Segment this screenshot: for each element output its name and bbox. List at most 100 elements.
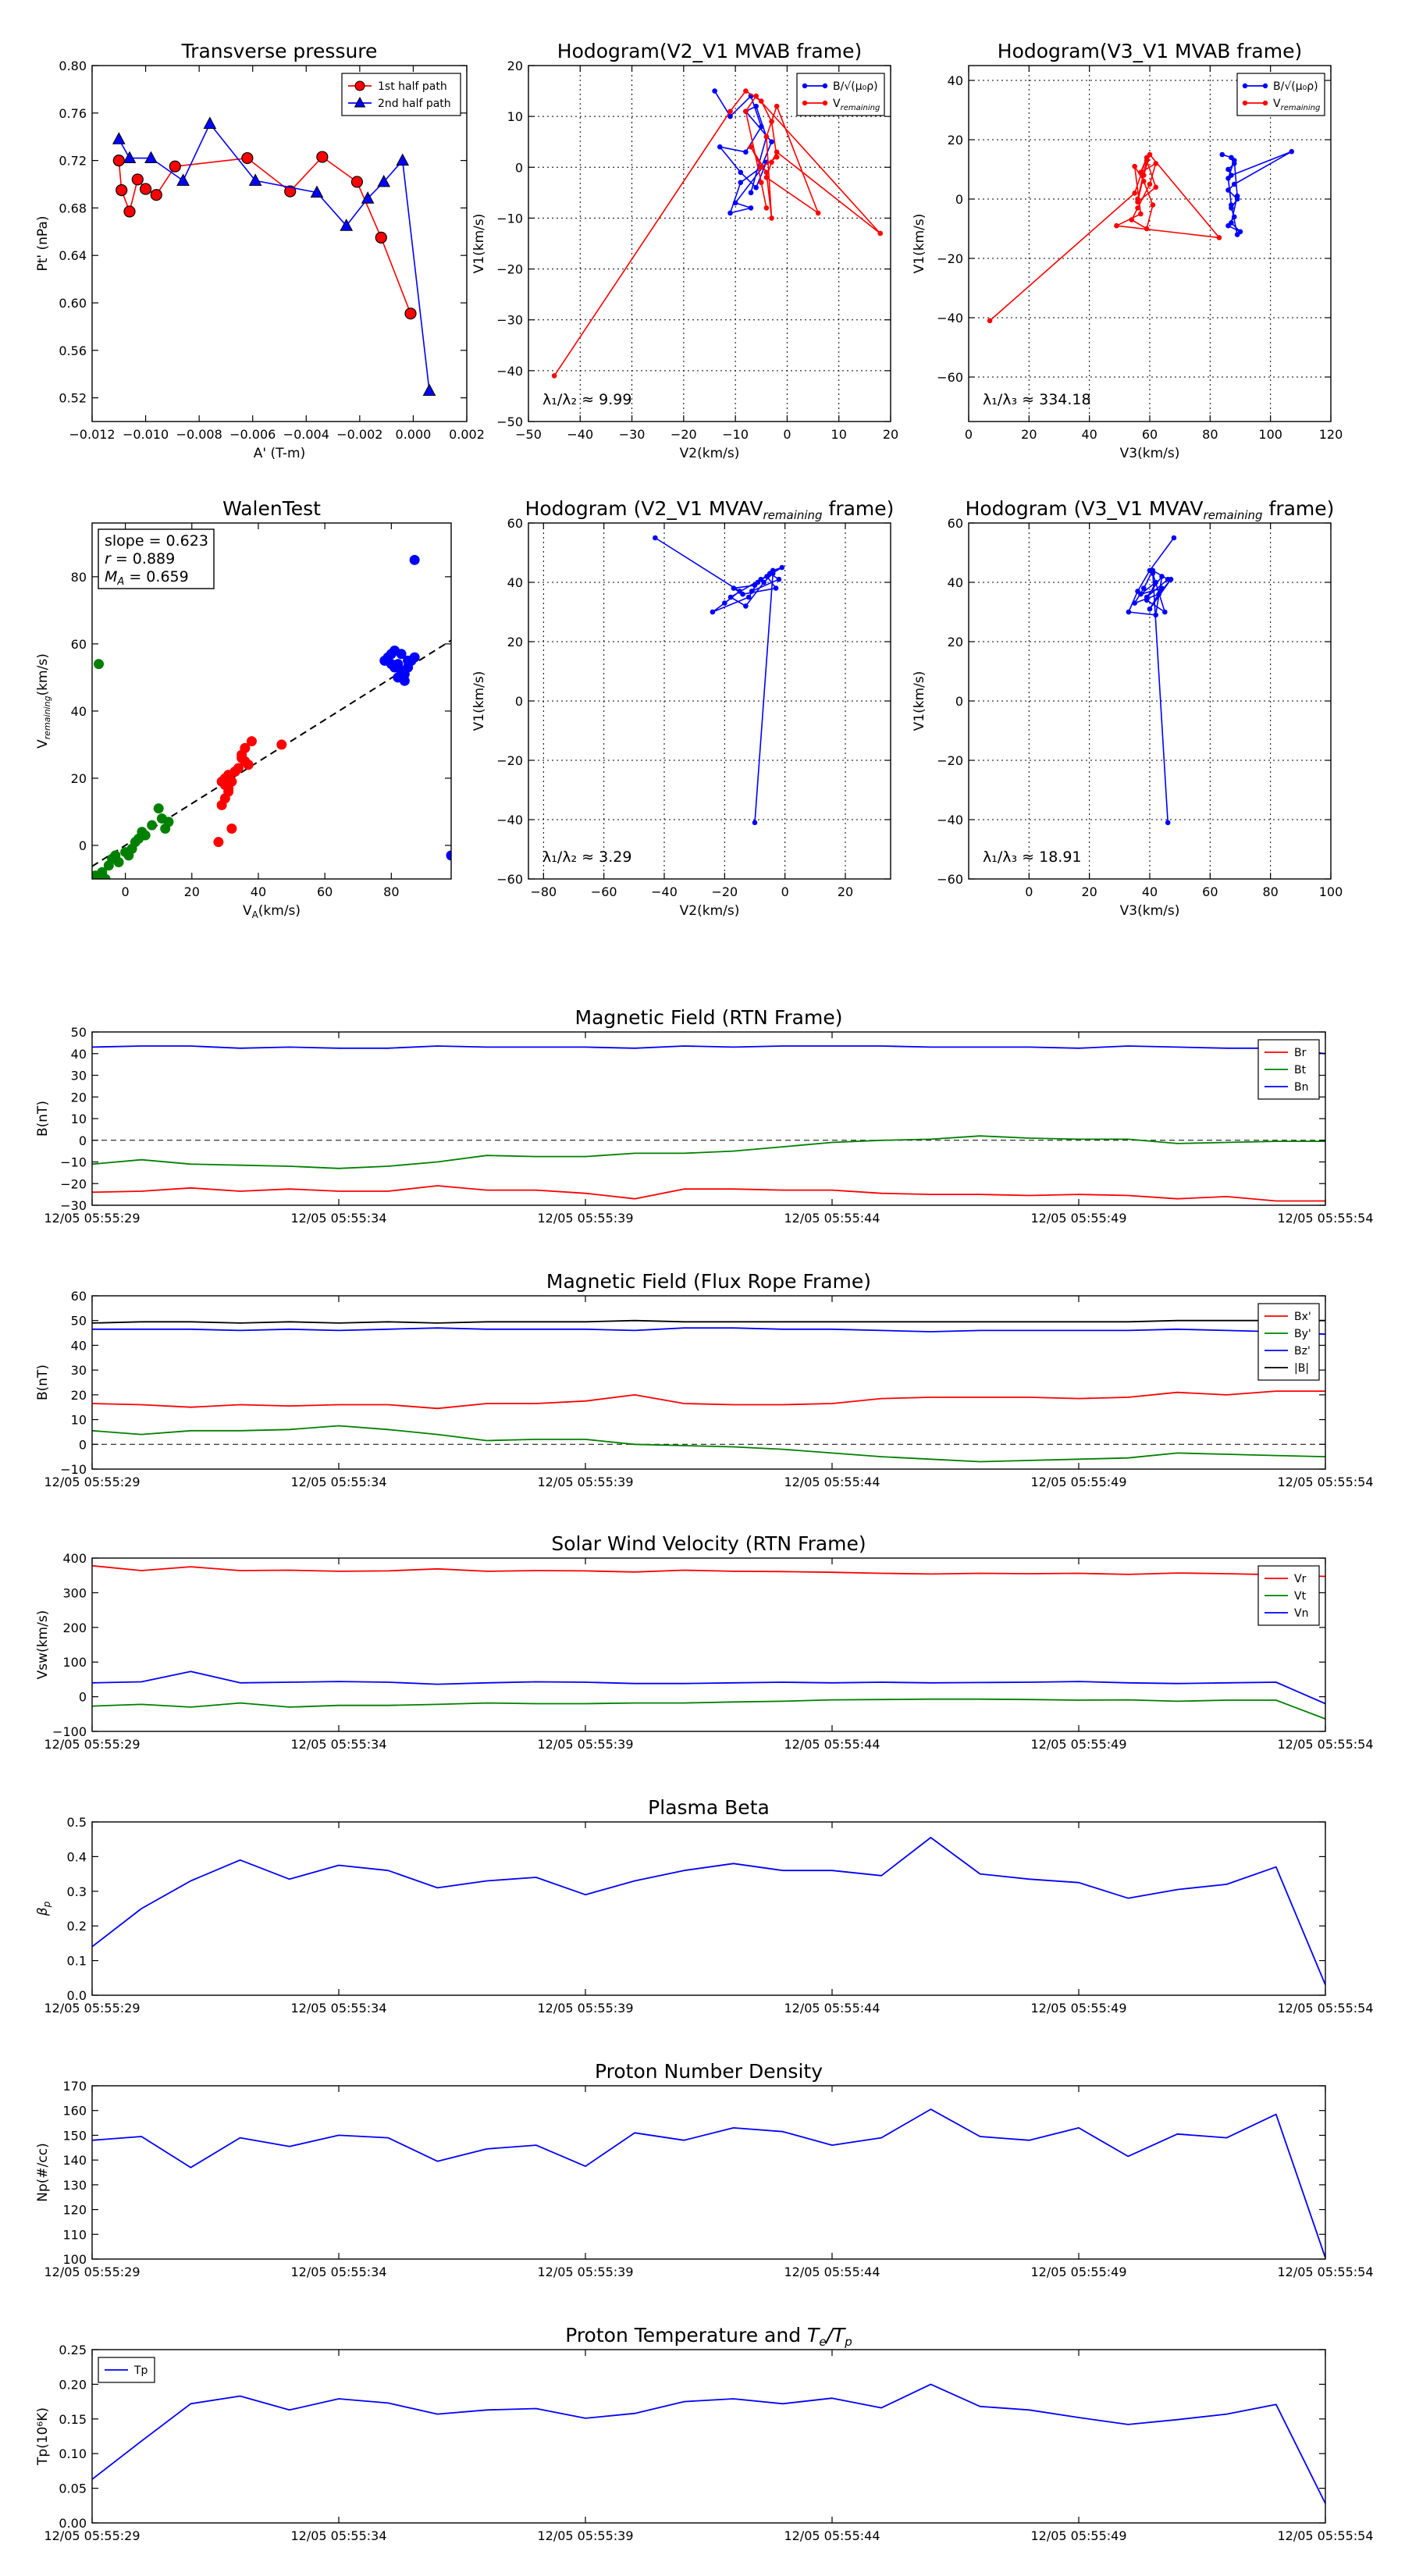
walen-series-0-point-16 — [163, 817, 174, 827]
hodo1-xtick-label-0: −50 — [515, 427, 542, 442]
tp-plot-area — [92, 2383, 1325, 2504]
hodo1-series-b-point-4 — [743, 149, 749, 155]
beta-xtick-label-3: 12/05 05:55:44 — [784, 2001, 880, 2016]
hodo2-xtick-label-0: 0 — [965, 427, 973, 442]
bfield-legend-label-1: Bt — [1294, 1064, 1307, 1076]
hodo3-xtick-label-4: 0 — [781, 884, 789, 899]
walen-series-2-point-13 — [396, 649, 407, 660]
hodo3-series-0-point-11 — [731, 585, 737, 591]
beta-plot-area — [92, 1837, 1325, 1986]
hodo4-series-0-point-19 — [1150, 571, 1156, 576]
hodo3-title: Hodogram (V2_V1 MVAVremaining frame) — [525, 497, 895, 522]
hodo2-ylabel: V1(km/s) — [912, 214, 927, 274]
beta-xtick-label-2: 12/05 05:55:39 — [537, 2001, 633, 2016]
np-ylabel: Np(#/cc) — [35, 2143, 51, 2201]
beta-ytick-label-4: 0.4 — [67, 1849, 87, 1864]
hodo4-xtick-label-1: 20 — [1081, 884, 1097, 899]
walen-ytick-label-3: 60 — [71, 637, 87, 652]
walen-series-2-point-15 — [386, 659, 397, 670]
vsw-xtick-label-2: 12/05 05:55:39 — [537, 1737, 633, 1752]
bflux-ytick-label-4: 30 — [71, 1363, 87, 1378]
hodo2-legend-label-0: B/√(μ₀ρ) — [1273, 80, 1318, 93]
walen-stat-1: r = 0.889 — [105, 550, 175, 568]
beta-xtick-label-4: 12/05 05:55:49 — [1030, 2001, 1126, 2016]
hodo2-plot-area — [987, 148, 1295, 324]
beta-ytick-label-5: 0.5 — [67, 1815, 87, 1830]
pt-xtick-label-2: −0.008 — [176, 427, 222, 442]
vsw-xtick-label-3: 12/05 05:55:44 — [784, 1737, 880, 1752]
np-ytick-label-6: 160 — [62, 2104, 87, 2119]
bflux-series-by-line — [92, 1425, 1325, 1463]
hodo4-series-0-point-9 — [1140, 585, 1147, 591]
bflux-xtick-label-3: 12/05 05:55:44 — [784, 1475, 880, 1489]
pt-series-1sthalfpath-point-7 — [241, 151, 254, 165]
hodo4-series-0-point-14 — [1159, 585, 1165, 591]
hodo4-ytick-label-0: −60 — [937, 872, 963, 887]
hodo2-series-b-point-10 — [1231, 214, 1237, 220]
hodo1-series-vremaining-point-6 — [758, 164, 764, 170]
tp-ytick-label-4: 0.20 — [59, 2377, 87, 2392]
pt-title: Transverse pressure — [181, 40, 378, 62]
hodo3-plot-area — [653, 535, 785, 826]
bfield-panel: 12/05 05:55:29 12/05 05:55:34 12/05 05:55:… — [35, 1006, 1374, 1226]
hodo1-series-b-point-1 — [727, 113, 733, 119]
pt-ytick-label-4: 0.68 — [59, 201, 87, 215]
hodo3-ytick-label-3: 0 — [515, 694, 523, 709]
pt-series-2ndhalfpath-point-9 — [377, 174, 391, 187]
hodo4-series-0-point-15 — [1138, 591, 1144, 597]
hodo2-series-vremaining-point-11 — [1132, 163, 1137, 169]
hodo3-series-0-point-0 — [653, 535, 658, 541]
hodo1-ytick-label-7: 20 — [507, 59, 523, 73]
tp-xtick-label-4: 12/05 05:55:49 — [1030, 2528, 1126, 2543]
bfield-legend-label-0: Br — [1294, 1047, 1307, 1059]
hodo4-series-0-point-12 — [1168, 576, 1174, 582]
hodo4-xtick-label-3: 60 — [1202, 884, 1218, 899]
pt-series-1sthalfpath-point-11 — [375, 231, 387, 244]
walen-series-0-point-19 — [97, 870, 108, 879]
hodo1-legend-label-0: B/√(μ₀ρ) — [833, 80, 878, 93]
bfield-ytick-label-3: 0 — [79, 1133, 87, 1148]
hodo1-series-b-line — [713, 91, 773, 214]
vsw-series-vt-line — [92, 1698, 1325, 1720]
hodo4-series-0-point-5 — [1159, 574, 1165, 579]
hodo3-ytick-label-5: 40 — [507, 575, 523, 590]
bflux-legend-label-3: |B| — [1294, 1362, 1309, 1375]
hodo3-xtick-label-0: −80 — [530, 884, 557, 899]
np-ytick-label-2: 120 — [62, 2203, 87, 2218]
pt-legend-label-0: 1st half path — [378, 80, 447, 93]
hodo2-series-vremaining-point-7 — [1129, 217, 1135, 222]
hodo1-series-b-point-11 — [727, 210, 733, 216]
hodo2-eigen-ratio: λ₁/λ₃ ≈ 334.18 — [983, 391, 1091, 408]
hodo2-series-vremaining-point-18 — [1153, 184, 1159, 190]
beta-series-0-line — [92, 1837, 1325, 1986]
hodo3-eigen-ratio: λ₁/λ₂ ≈ 3.29 — [542, 849, 631, 866]
pt-xtick-label-1: −0.010 — [123, 427, 169, 442]
hodo3-ytick-label-2: −20 — [496, 753, 523, 768]
tp-ytick-label-3: 0.15 — [59, 2412, 87, 2427]
hodo1-series-b-point-16 — [753, 103, 759, 109]
pt-series-1sthalfpath-point-6 — [169, 160, 181, 173]
hodo1-series-vremaining-point-11 — [774, 103, 780, 109]
bflux-series-b-line — [92, 1319, 1325, 1324]
hodo2-series-b-point-3 — [1225, 166, 1231, 173]
hodo1-xlabel: V2(km/s) — [680, 446, 740, 461]
bfield-ytick-label-0: −30 — [60, 1198, 87, 1213]
hodo2-series-b-point-7 — [1225, 187, 1231, 193]
bfield-xtick-label-2: 12/05 05:55:39 — [537, 1211, 633, 1226]
np-xtick-label-4: 12/05 05:55:49 — [1030, 2265, 1126, 2279]
hodo1-series-vremaining-point-17 — [753, 93, 759, 99]
hodo2-series-b-point-16 — [1225, 176, 1231, 181]
walen-series-1-point-16 — [223, 786, 234, 797]
vsw-frame — [91, 1557, 1326, 1732]
np-ytick-label-0: 100 — [62, 2252, 87, 2267]
pt-series-1sthalfpath-point-0 — [112, 155, 125, 167]
hodo4-series-0-point-11 — [1156, 591, 1161, 597]
bfield-series-br-line — [92, 1185, 1325, 1202]
np-xtick-label-5: 12/05 05:55:54 — [1277, 2265, 1373, 2279]
hodo2-title: Hodogram(V3_V1 MVAB frame) — [998, 40, 1302, 62]
tp-ylabel: Tp(10⁶K) — [35, 2407, 51, 2466]
hodo2-xtick-label-2: 40 — [1081, 427, 1097, 442]
beta-frame — [91, 1821, 1326, 1996]
hodo1-xtick-label-1: −40 — [567, 427, 593, 442]
hodo2-series-vremaining-point-1 — [1132, 190, 1137, 196]
